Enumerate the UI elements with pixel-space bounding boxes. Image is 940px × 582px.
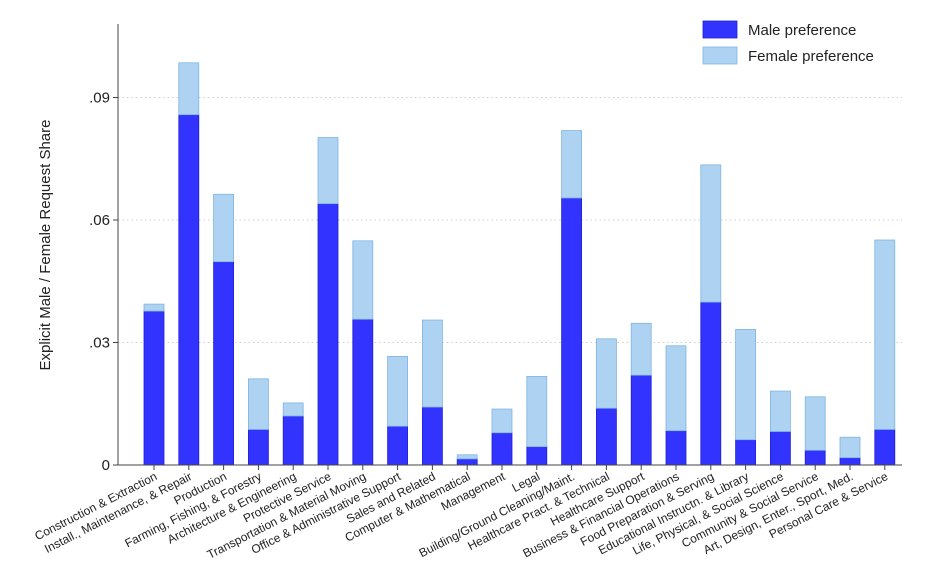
legend: Male preference Female preference: [702, 20, 874, 65]
bar-male-preference: [526, 446, 548, 466]
bar-male-preference: [665, 430, 687, 466]
bar-male-preference: [317, 203, 339, 466]
bar-female-preference: [352, 240, 374, 320]
bar-female-preference: [178, 62, 200, 116]
bar-male-preference: [561, 197, 582, 466]
bar-male-preference: [839, 457, 861, 466]
bar-male-preference: [352, 318, 374, 466]
legend-swatch: [702, 20, 738, 39]
bar-male-preference: [491, 432, 513, 466]
bars: [143, 62, 896, 466]
bar-female-preference: [247, 378, 269, 430]
bar-female-preference: [735, 329, 756, 441]
bar-male-preference: [456, 458, 478, 466]
bar-male-preference: [804, 449, 826, 466]
bar-male-preference: [213, 261, 235, 466]
bar-female-preference: [665, 345, 687, 432]
bar-female-preference: [839, 436, 861, 459]
legend-swatch: [702, 46, 738, 65]
bar-female-preference: [630, 322, 652, 376]
y-tick-label: 0: [102, 457, 110, 474]
bar-male-preference: [770, 431, 791, 466]
bar-female-preference: [143, 303, 165, 312]
bar-female-preference: [596, 338, 617, 409]
bar-male-preference: [735, 439, 756, 466]
bar-male-preference: [874, 429, 896, 466]
bar-male-preference: [178, 114, 200, 466]
bar-male-preference: [700, 301, 722, 466]
y-tick-label: .06: [89, 212, 110, 229]
legend-label: Female preference: [748, 48, 874, 65]
bar-female-preference: [700, 164, 722, 303]
bar-male-preference: [630, 374, 652, 466]
bar-female-preference: [491, 408, 513, 434]
bar-female-preference: [387, 355, 409, 427]
gridlines: [118, 97, 902, 343]
bar-female-preference: [561, 130, 582, 199]
y-tick-label: .09: [89, 90, 110, 107]
bar-female-preference: [526, 375, 548, 448]
bar-male-preference: [421, 406, 443, 466]
bar-female-preference: [317, 137, 339, 205]
y-ticks: 0 .03 .06 .09: [89, 90, 118, 474]
y-axis-label: Explicit Male / Female Request Share: [37, 120, 54, 371]
bar-female-preference: [213, 193, 235, 263]
bar-female-preference: [770, 390, 791, 432]
bar-male-preference: [282, 415, 304, 466]
bar-female-preference: [456, 454, 478, 460]
bar-female-preference: [804, 396, 826, 451]
bar-male-preference: [596, 407, 617, 466]
bar-male-preference: [247, 429, 269, 466]
bar-female-preference: [282, 402, 304, 417]
bar-male-preference: [387, 425, 409, 466]
bar-female-preference: [421, 319, 443, 408]
bar-female-preference: [874, 239, 896, 430]
y-tick-label: .03: [89, 335, 110, 352]
bar-male-preference: [143, 310, 165, 466]
legend-label: Male preference: [748, 22, 856, 39]
